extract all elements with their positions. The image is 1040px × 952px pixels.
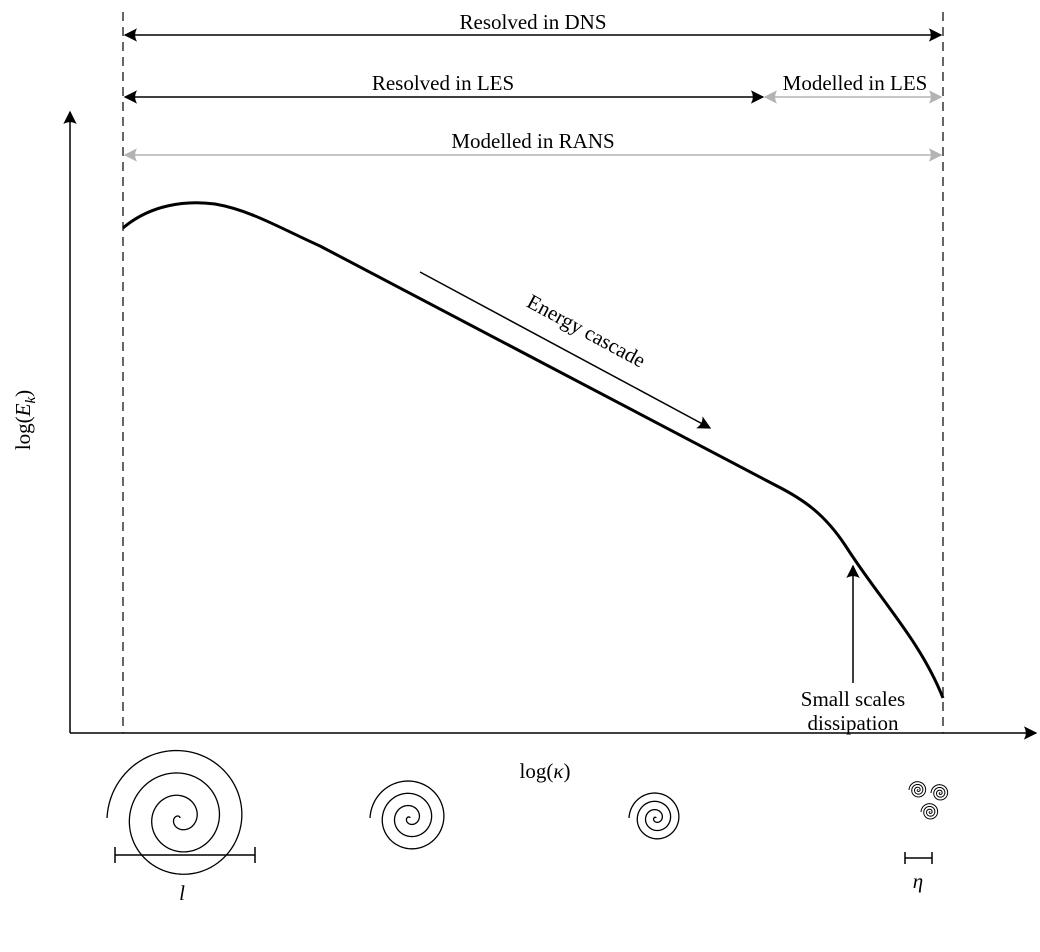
annotation-line: Small scales [801, 687, 905, 711]
annotation-line: dissipation [807, 711, 899, 735]
length-scale-bar [905, 852, 932, 864]
range-label: Resolved in LES [372, 71, 514, 95]
range-label: Resolved in DNS [460, 10, 607, 34]
eddy [370, 781, 444, 849]
scale-label: η [913, 869, 923, 893]
range-label: Modelled in LES [783, 71, 928, 95]
scale-label: l [179, 881, 185, 905]
diagram: Resolved in DNS Resolved in LES Modelled… [0, 0, 1040, 952]
range-label: Modelled in RANS [451, 129, 614, 153]
y-axis-label: log(Ek) [11, 390, 39, 450]
length-scale-bar [115, 847, 255, 863]
x-axis-label: log(κ) [520, 759, 571, 783]
eddy [931, 785, 948, 800]
eddy [921, 804, 938, 819]
eddy [629, 793, 679, 839]
eddy [909, 782, 926, 797]
energy-spectrum-curve [123, 203, 943, 698]
cascade-label: Energy cascade [523, 289, 650, 372]
cascade-arrow [420, 272, 710, 428]
